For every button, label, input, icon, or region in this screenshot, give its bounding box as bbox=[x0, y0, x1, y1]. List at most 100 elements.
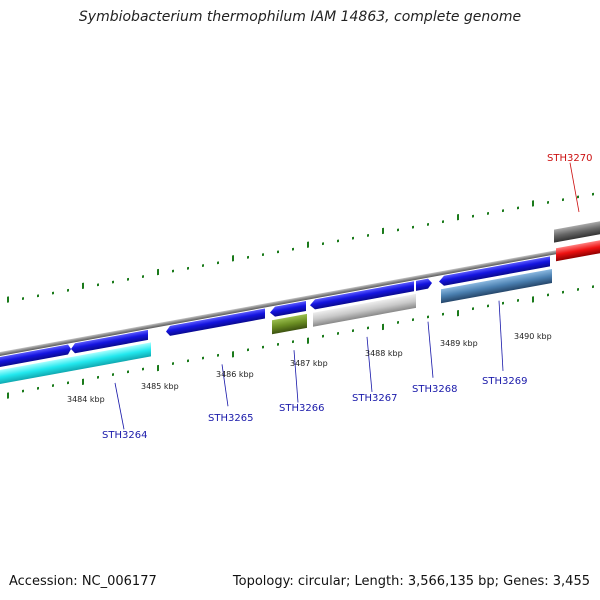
feature-dark bbox=[554, 220, 600, 243]
tick-minor bbox=[142, 275, 144, 279]
tick-minor bbox=[502, 301, 504, 305]
tick-minor bbox=[562, 198, 564, 202]
tick-minor bbox=[292, 340, 294, 344]
tick-minor bbox=[592, 285, 594, 289]
tick-minor bbox=[427, 315, 429, 319]
tick-minor bbox=[562, 290, 564, 294]
tick-major bbox=[457, 310, 459, 317]
tick-minor bbox=[337, 239, 339, 243]
cds-arrow bbox=[71, 329, 148, 354]
tick-minor bbox=[112, 373, 114, 377]
tick-major bbox=[532, 200, 534, 207]
scale-label: 3486 kbp bbox=[216, 370, 254, 379]
tick-minor bbox=[112, 280, 114, 284]
tick-minor bbox=[22, 297, 24, 300]
tick-minor bbox=[247, 348, 249, 352]
tick-minor bbox=[367, 326, 369, 330]
tick-minor bbox=[187, 266, 189, 270]
tick-major bbox=[382, 323, 384, 331]
tick-minor bbox=[262, 345, 264, 349]
scale-label: 3488 kbp bbox=[365, 349, 403, 358]
tick-minor bbox=[517, 299, 519, 302]
tick-major bbox=[382, 227, 384, 235]
tick-minor bbox=[127, 277, 129, 281]
tick-minor bbox=[52, 291, 54, 295]
tick-minor bbox=[22, 389, 24, 393]
tick-row-lower bbox=[7, 285, 594, 399]
tick-minor bbox=[172, 269, 174, 273]
feature-olive bbox=[272, 313, 307, 335]
scale-label: 3489 kbp bbox=[440, 339, 478, 348]
label-leaders bbox=[114, 300, 504, 430]
cds-arrow bbox=[416, 278, 432, 291]
gene-label-sth3265[interactable]: STH3265 bbox=[208, 413, 253, 424]
tick-minor bbox=[37, 386, 39, 390]
tick-minor bbox=[412, 225, 414, 229]
tick-major bbox=[82, 282, 84, 289]
tick-major bbox=[7, 296, 9, 303]
gene-label-sth3269[interactable]: STH3269 bbox=[482, 376, 527, 387]
gene-label-sth3268[interactable]: STH3268 bbox=[412, 384, 457, 395]
tick-minor bbox=[412, 318, 414, 322]
tick-minor bbox=[472, 307, 474, 311]
tick-minor bbox=[67, 288, 69, 292]
tick-minor bbox=[127, 370, 129, 374]
cds-arrow bbox=[270, 301, 306, 317]
tick-minor bbox=[172, 362, 174, 366]
tick-minor bbox=[397, 228, 399, 232]
tick-minor bbox=[247, 255, 249, 259]
tick-minor bbox=[517, 206, 519, 210]
gene-label-sth3270[interactable]: STH3270 bbox=[547, 153, 592, 164]
tick-minor bbox=[337, 331, 339, 335]
tick-minor bbox=[397, 320, 399, 324]
tick-minor bbox=[67, 381, 69, 385]
scale-label: 3487 kbp bbox=[290, 359, 328, 368]
tick-minor bbox=[37, 294, 39, 298]
tick-minor bbox=[262, 253, 264, 257]
tick-major bbox=[307, 337, 309, 344]
tick-minor bbox=[217, 353, 219, 357]
cds-arrow bbox=[0, 344, 71, 367]
cds-arrow bbox=[439, 256, 550, 286]
tick-minor bbox=[352, 329, 354, 333]
tick-minor bbox=[352, 236, 354, 240]
label-leader-red bbox=[569, 162, 580, 213]
tick-minor bbox=[472, 214, 474, 218]
tick-minor bbox=[547, 293, 549, 297]
tick-minor bbox=[202, 264, 204, 268]
tick-minor bbox=[97, 375, 99, 379]
tick-minor bbox=[187, 359, 189, 363]
tick-minor bbox=[322, 242, 324, 246]
feature-steel bbox=[441, 268, 552, 304]
tick-minor bbox=[142, 367, 144, 371]
accession-label: Accession: NC_006177 bbox=[9, 574, 157, 589]
cds-arrow bbox=[310, 281, 414, 310]
tick-minor bbox=[52, 384, 54, 387]
tick-minor bbox=[217, 261, 219, 265]
tick-minor bbox=[97, 283, 99, 287]
tick-major bbox=[532, 296, 534, 303]
tick-major bbox=[157, 268, 159, 276]
tick-minor bbox=[442, 312, 444, 316]
tick-minor bbox=[202, 356, 204, 360]
scale-label: 3490 kbp bbox=[514, 332, 552, 341]
tick-minor bbox=[427, 222, 429, 226]
genome-summary: Topology: circular; Length: 3,566,135 bp… bbox=[232, 574, 590, 589]
feature-red bbox=[556, 239, 600, 262]
tick-major bbox=[157, 364, 159, 372]
tick-row-upper bbox=[7, 192, 594, 303]
tick-major bbox=[232, 351, 234, 358]
tick-minor bbox=[577, 288, 579, 291]
genome-backbone bbox=[0, 240, 600, 357]
gene-label-sth3266[interactable]: STH3266 bbox=[279, 403, 324, 414]
tick-minor bbox=[487, 212, 489, 215]
tick-major bbox=[307, 241, 309, 248]
cds-arrow bbox=[166, 308, 265, 336]
gene-label-sth3264[interactable]: STH3264 bbox=[102, 430, 147, 441]
tick-major bbox=[82, 378, 84, 385]
tick-minor bbox=[292, 247, 294, 251]
gene-label-sth3267[interactable]: STH3267 bbox=[352, 393, 397, 404]
scale-label: 3485 kbp bbox=[141, 382, 179, 391]
tick-minor bbox=[547, 201, 549, 204]
